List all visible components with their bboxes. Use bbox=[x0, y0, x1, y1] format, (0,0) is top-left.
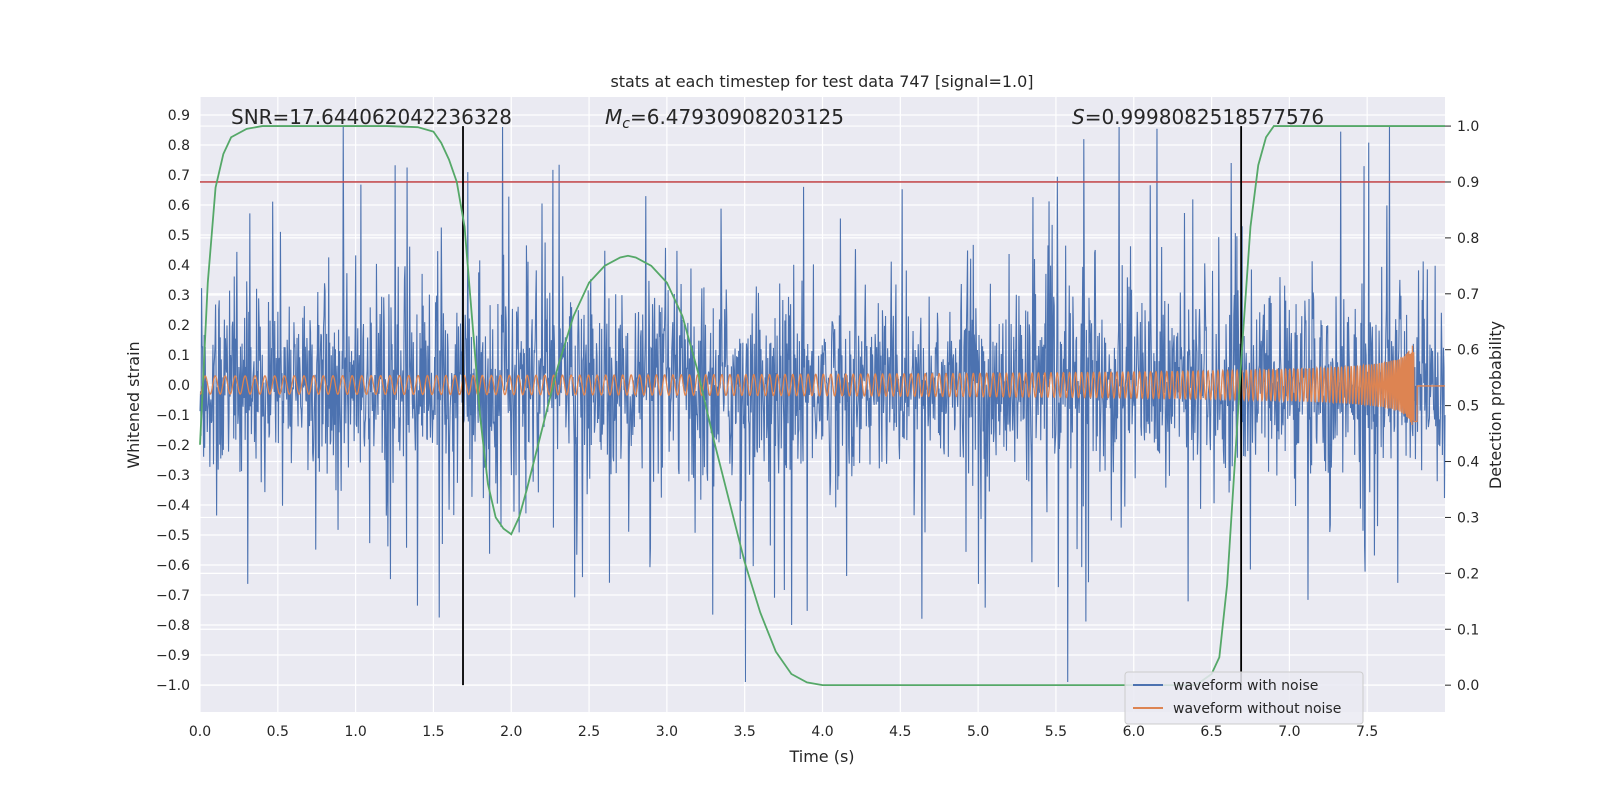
x-tick-label-10: 5.0 bbox=[967, 724, 989, 740]
x-tick-label-5: 2.5 bbox=[578, 724, 600, 740]
y-tick-label-18: −0.9 bbox=[156, 648, 190, 664]
legend-label-noise: waveform with noise bbox=[1173, 678, 1318, 694]
y2-tick-label-9: 0.1 bbox=[1457, 622, 1479, 638]
y-tick-label-16: −0.7 bbox=[156, 588, 190, 604]
y-tick-label-17: −0.8 bbox=[156, 618, 190, 634]
x-tick-label-6: 3.0 bbox=[656, 724, 678, 740]
y2-tick-label-8: 0.2 bbox=[1457, 566, 1479, 582]
x-tick-label-14: 7.0 bbox=[1278, 724, 1300, 740]
y-tick-label-1: 0.8 bbox=[168, 138, 190, 154]
x-tick-label-13: 6.5 bbox=[1200, 724, 1222, 740]
y2-tick-label-2: 0.8 bbox=[1457, 231, 1479, 247]
x-tick-label-8: 4.0 bbox=[811, 724, 833, 740]
chirp-mass-annotation: Mc=6.47930908203125 bbox=[605, 105, 844, 132]
y2-axis-label: Detection probability bbox=[1486, 321, 1505, 489]
y-tick-label-7: 0.2 bbox=[168, 318, 190, 334]
y2-tick-label-4: 0.6 bbox=[1457, 343, 1479, 359]
s-annotation: S=0.9998082518577576 bbox=[1072, 105, 1324, 129]
y2-tick-label-10: 0.0 bbox=[1457, 678, 1479, 694]
y-tick-label-2: 0.7 bbox=[168, 168, 190, 184]
y-tick-label-0: 0.9 bbox=[168, 108, 190, 124]
x-tick-label-4: 2.0 bbox=[500, 724, 522, 740]
y-tick-label-10: −0.1 bbox=[156, 408, 190, 424]
legend-box bbox=[1124, 671, 1364, 725]
y-tick-label-12: −0.3 bbox=[156, 468, 190, 484]
y2-tick-label-6: 0.4 bbox=[1457, 455, 1479, 471]
x-tick-label-11: 5.5 bbox=[1045, 724, 1067, 740]
clean-waveform-series bbox=[199, 345, 1445, 425]
y-tick-label-9: 0.0 bbox=[168, 378, 190, 394]
y-tick-label-15: −0.6 bbox=[156, 558, 190, 574]
left-axis-ticks: 0.9 0.8 0.7 0.6 0.5 0.4 0.3 0.2 0.1 0.0 −0.1 −0.2 −0… bbox=[156, 108, 190, 694]
y-axis-label: Whitened strain bbox=[124, 341, 143, 468]
x-tick-label-7: 3.5 bbox=[734, 724, 756, 740]
snr-annotation: SNR=17.644062042236328 bbox=[231, 105, 512, 129]
y2-tick-label-0: 1.0 bbox=[1457, 119, 1479, 135]
clean-waveform-line bbox=[199, 345, 1445, 425]
x-tick-label-1: 0.5 bbox=[267, 724, 289, 740]
y2-tick-label-7: 0.3 bbox=[1457, 510, 1479, 526]
y-tick-label-13: −0.4 bbox=[156, 498, 190, 514]
x-tick-label-12: 6.0 bbox=[1123, 724, 1145, 740]
probability-series bbox=[199, 125, 1445, 687]
y-tick-label-4: 0.5 bbox=[168, 228, 190, 244]
detection-probability-line bbox=[199, 125, 1445, 687]
y-tick-label-8: 0.1 bbox=[168, 348, 190, 364]
x-tick-label-15: 7.5 bbox=[1356, 724, 1378, 740]
y-tick-label-14: −0.5 bbox=[156, 528, 190, 544]
y2-tick-label-1: 0.9 bbox=[1457, 175, 1479, 191]
x-tick-label-2: 1.0 bbox=[344, 724, 366, 740]
y2-tick-label-5: 0.5 bbox=[1457, 399, 1479, 415]
y-tick-label-11: −0.2 bbox=[156, 438, 190, 454]
x-tick-label-3: 1.5 bbox=[422, 724, 444, 740]
y-tick-label-19: −1.0 bbox=[156, 678, 190, 694]
y-tick-label-5: 0.4 bbox=[168, 258, 190, 274]
y-tick-label-6: 0.3 bbox=[168, 288, 190, 304]
x-axis-label: Time (s) bbox=[788, 747, 854, 766]
y2-tick-label-3: 0.7 bbox=[1457, 287, 1479, 303]
right-axis-ticks: 1.0 0.9 0.8 0.7 0.6 0.5 0.4 0.3 0.2 0.1 0.0 bbox=[1445, 119, 1479, 694]
legend: waveform with noise waveform without noi… bbox=[1124, 671, 1364, 725]
x-tick-label-0: 0.0 bbox=[189, 724, 211, 740]
legend-label-clean: waveform without noise bbox=[1173, 701, 1341, 717]
x-tick-label-9: 4.5 bbox=[889, 724, 911, 740]
chart-title: stats at each timestep for test data 747… bbox=[610, 72, 1033, 91]
x-axis-ticks: 0.0 0.5 1.0 1.5 2.0 2.5 3.0 3.5 4.0 4.5 5.0 5.5 6.0 6… bbox=[189, 724, 1378, 740]
y-tick-label-3: 0.6 bbox=[168, 198, 190, 214]
